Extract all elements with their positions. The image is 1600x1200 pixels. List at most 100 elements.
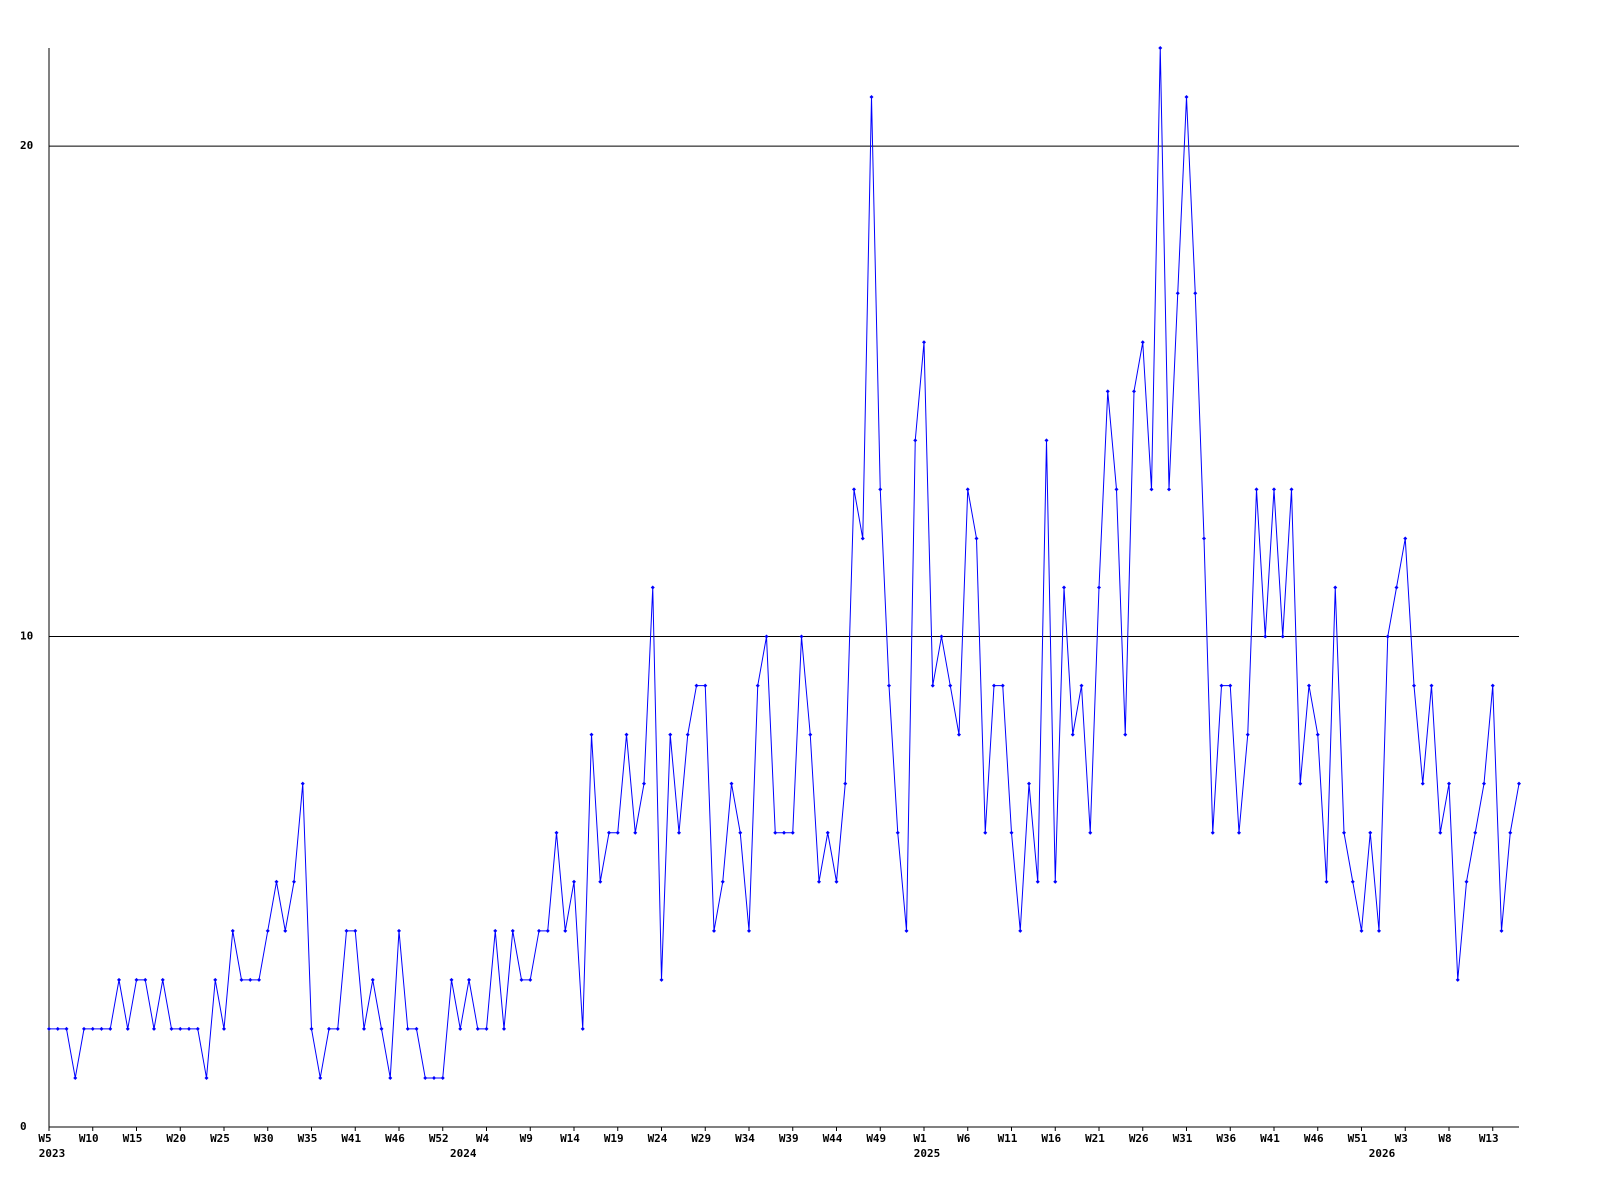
point	[1079, 683, 1084, 688]
point	[1377, 928, 1381, 933]
point	[1140, 340, 1145, 345]
point	[414, 1026, 419, 1031]
point	[519, 977, 524, 982]
point	[1123, 732, 1128, 737]
point	[554, 830, 559, 835]
point	[405, 1026, 410, 1031]
point	[572, 879, 576, 884]
point	[1088, 830, 1093, 835]
x-tick-label: W11	[998, 1132, 1018, 1145]
x-tick-label: W8	[1438, 1132, 1451, 1145]
point	[379, 1026, 384, 1031]
point	[1499, 928, 1504, 933]
point	[222, 1026, 226, 1031]
point	[974, 536, 979, 541]
x-tick-label: W5	[38, 1132, 51, 1145]
x-tick-label: W21	[1085, 1132, 1105, 1145]
x-tick-label: W4	[476, 1132, 490, 1145]
point	[239, 977, 244, 982]
point	[397, 928, 401, 933]
point	[257, 977, 261, 982]
point	[300, 781, 305, 786]
point	[939, 634, 944, 639]
point	[633, 830, 638, 835]
point	[537, 928, 541, 933]
point	[493, 928, 498, 933]
point	[1307, 683, 1311, 688]
point	[99, 1026, 104, 1031]
point	[265, 928, 270, 933]
point	[1385, 634, 1390, 639]
point	[1193, 291, 1198, 296]
point	[1280, 634, 1285, 639]
point	[502, 1026, 506, 1031]
x-tick-label: W39	[779, 1132, 799, 1145]
point	[983, 830, 988, 835]
point	[755, 683, 760, 688]
point	[1342, 830, 1346, 835]
point	[327, 1026, 331, 1031]
point	[1403, 536, 1408, 541]
x-tick-label: W26	[1129, 1132, 1149, 1145]
point	[1097, 585, 1101, 590]
point	[134, 977, 139, 982]
point	[930, 683, 935, 688]
point	[1473, 830, 1478, 835]
y-tick-label: 20	[20, 139, 33, 152]
x-tick-label: W29	[691, 1132, 711, 1145]
point	[344, 928, 349, 933]
point	[1245, 732, 1250, 737]
point	[642, 781, 646, 786]
point	[1464, 879, 1469, 884]
x-tick-label: W16	[1041, 1132, 1061, 1145]
x-tick-label: W20	[166, 1132, 186, 1145]
x-tick-label: W30	[254, 1132, 274, 1145]
point	[143, 977, 148, 982]
point	[73, 1075, 78, 1080]
point	[685, 732, 690, 737]
point	[1167, 487, 1171, 492]
point	[589, 732, 594, 737]
point	[694, 683, 699, 688]
point	[1237, 830, 1241, 835]
x-tick-label: W34	[735, 1132, 755, 1145]
point	[283, 928, 288, 933]
point	[720, 879, 725, 884]
point	[922, 340, 926, 345]
point	[108, 1026, 113, 1031]
x-tick-label: W24	[648, 1132, 668, 1145]
point	[860, 536, 865, 541]
point	[1482, 781, 1486, 786]
point	[747, 928, 751, 933]
point	[1315, 732, 1320, 737]
point	[764, 634, 769, 639]
point	[790, 830, 795, 835]
point	[580, 1026, 585, 1031]
point	[773, 830, 778, 835]
point	[677, 830, 681, 835]
point	[1132, 389, 1136, 394]
point	[799, 634, 804, 639]
x-tick-label: W36	[1216, 1132, 1236, 1145]
point	[1508, 830, 1513, 835]
point	[1289, 487, 1294, 492]
x-tick-label: W46	[1304, 1132, 1324, 1145]
point	[825, 830, 830, 835]
y-tick-label: 10	[20, 630, 33, 643]
point	[904, 928, 909, 933]
point	[1149, 487, 1154, 492]
x-tick-label: W46	[385, 1132, 405, 1145]
series-line	[49, 47, 1520, 1079]
point	[1027, 781, 1031, 786]
year-label: 2023	[39, 1147, 66, 1160]
x-tick-label: W49	[866, 1132, 886, 1145]
point	[598, 879, 603, 884]
year-label: 2026	[1369, 1147, 1396, 1160]
point	[484, 1026, 489, 1031]
point	[475, 1026, 480, 1031]
x-tick-label: W51	[1348, 1132, 1368, 1145]
point	[624, 732, 629, 737]
x-tick-label: W9	[520, 1132, 533, 1145]
point	[55, 1026, 60, 1031]
